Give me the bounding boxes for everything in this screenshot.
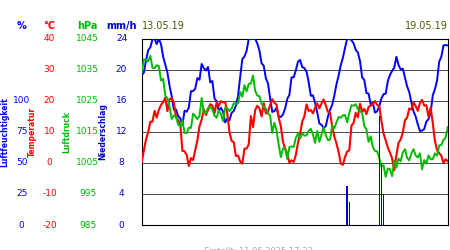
Text: 4: 4 bbox=[119, 190, 124, 198]
Text: Erstellt: 11.05.2025 17:33: Erstellt: 11.05.2025 17:33 bbox=[203, 247, 313, 250]
Bar bbox=[378, 116, 380, 225]
Bar bbox=[346, 186, 348, 225]
Text: %: % bbox=[17, 21, 27, 31]
Text: 24: 24 bbox=[116, 34, 127, 43]
Text: mm/h: mm/h bbox=[106, 21, 137, 31]
Text: 1015: 1015 bbox=[76, 127, 99, 136]
Text: 20: 20 bbox=[44, 96, 55, 105]
Text: hPa: hPa bbox=[77, 21, 98, 31]
Text: Luftfeuchtigkeit: Luftfeuchtigkeit bbox=[0, 97, 9, 167]
Text: 50: 50 bbox=[16, 158, 27, 168]
Text: 1045: 1045 bbox=[76, 34, 99, 43]
Text: 10: 10 bbox=[44, 127, 55, 136]
Bar bbox=[349, 202, 350, 225]
Text: -20: -20 bbox=[42, 220, 57, 230]
Text: 0: 0 bbox=[19, 220, 24, 230]
Text: 75: 75 bbox=[16, 127, 27, 136]
Text: 16: 16 bbox=[116, 96, 127, 105]
Text: Luftdruck: Luftdruck bbox=[62, 111, 71, 153]
Text: 0: 0 bbox=[47, 158, 52, 168]
Text: 985: 985 bbox=[79, 220, 96, 230]
Text: 13.05.19: 13.05.19 bbox=[142, 21, 184, 31]
Text: 995: 995 bbox=[79, 190, 96, 198]
Bar bbox=[381, 163, 382, 225]
Text: 40: 40 bbox=[44, 34, 55, 43]
Text: 1005: 1005 bbox=[76, 158, 99, 168]
Text: 1035: 1035 bbox=[76, 65, 99, 74]
Text: Temperatur: Temperatur bbox=[28, 107, 37, 157]
Text: 8: 8 bbox=[119, 158, 124, 168]
Text: 100: 100 bbox=[13, 96, 30, 105]
Text: 0: 0 bbox=[119, 220, 124, 230]
Text: 19.05.19: 19.05.19 bbox=[405, 21, 448, 31]
Text: 20: 20 bbox=[116, 65, 127, 74]
Text: 1025: 1025 bbox=[76, 96, 99, 105]
Text: -10: -10 bbox=[42, 190, 57, 198]
Bar bbox=[383, 194, 384, 225]
Text: 30: 30 bbox=[44, 65, 55, 74]
Text: 12: 12 bbox=[116, 127, 127, 136]
Text: 25: 25 bbox=[16, 190, 27, 198]
Text: Niederschlag: Niederschlag bbox=[98, 104, 107, 160]
Text: °C: °C bbox=[44, 21, 55, 31]
